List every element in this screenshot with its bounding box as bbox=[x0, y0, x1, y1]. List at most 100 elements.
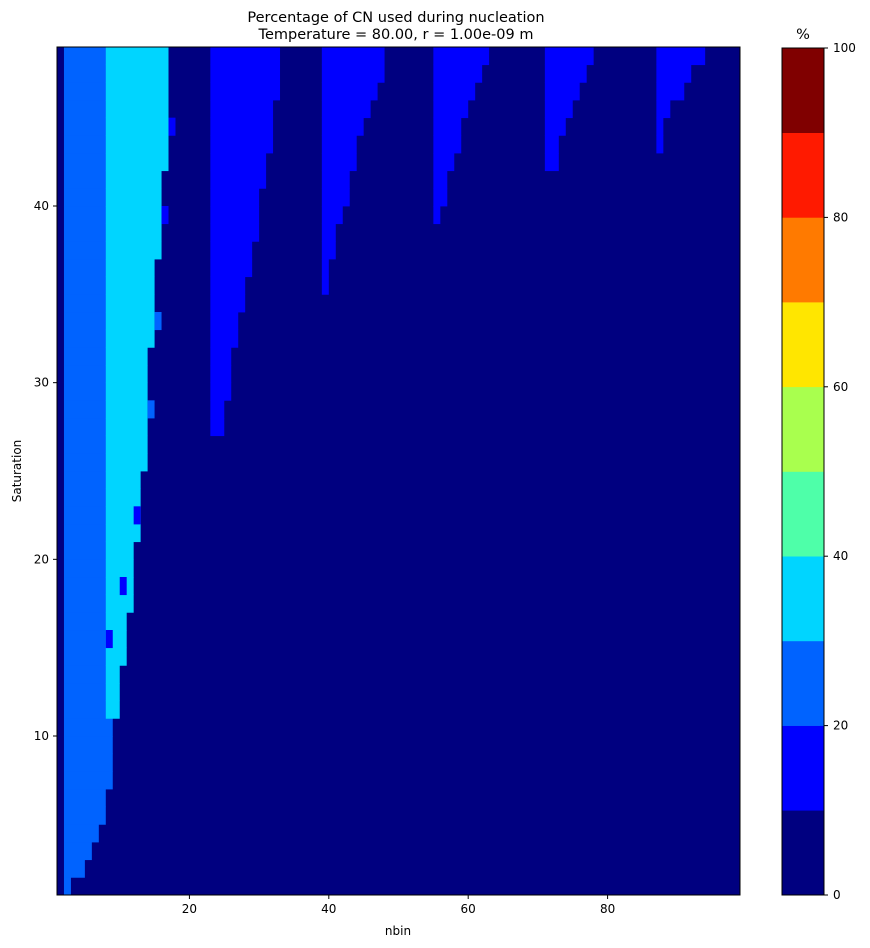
heatmap-cell-band-2 bbox=[210, 206, 260, 225]
chart-subtitle: Temperature = 80.00, r = 1.00e-09 m bbox=[258, 27, 534, 43]
heatmap-cell-band-1 bbox=[105, 506, 141, 525]
heatmap-cell-band-1 bbox=[105, 294, 155, 313]
heatmap-cells bbox=[63, 47, 706, 896]
heatmap-cell-band-0 bbox=[63, 842, 92, 861]
colorbar-segment bbox=[782, 810, 824, 896]
heatmap-cell-band-2 bbox=[210, 259, 253, 278]
heatmap-cell-band-1 bbox=[105, 82, 169, 101]
heatmap-cell-band-2 bbox=[210, 382, 232, 401]
heatmap-cell-band-1 bbox=[105, 665, 120, 684]
colorbar-segment bbox=[782, 48, 824, 133]
heatmap-cell-band-0 bbox=[63, 82, 113, 101]
heatmap-cell-band-1 bbox=[105, 117, 169, 136]
heatmap-cell-band-0 bbox=[63, 612, 113, 631]
heatmap-cell-band-2 bbox=[210, 400, 225, 419]
colorbar-segment bbox=[782, 217, 824, 303]
heatmap-cell-band-0 bbox=[63, 259, 113, 278]
heatmap-cell-band-0 bbox=[63, 753, 113, 772]
heatmap-cell-band-2 bbox=[210, 47, 281, 66]
heatmap-cell-band-1 bbox=[105, 418, 148, 437]
heatmap-cell-band-0 bbox=[63, 347, 113, 366]
y-tick-label: 10 bbox=[34, 729, 49, 743]
heatmap-cell-band-1 bbox=[105, 683, 120, 702]
heatmap-cell-band-4 bbox=[433, 206, 441, 225]
heatmap-cell-band-3 bbox=[321, 153, 357, 172]
heatmap-cell-band-0 bbox=[63, 47, 113, 66]
heatmap-cell-band-4 bbox=[433, 47, 490, 66]
heatmap-cell-band-0 bbox=[63, 64, 113, 83]
heatmap-cell-band-1 bbox=[105, 488, 141, 507]
y-tick-label: 40 bbox=[34, 199, 49, 213]
heatmap-cell-band-2 bbox=[210, 329, 239, 348]
heatmap-area bbox=[56, 46, 741, 896]
heatmap-cell-band-1 bbox=[105, 135, 169, 154]
colorbar-segment bbox=[782, 556, 824, 642]
heatmap-cell-band-0 bbox=[63, 435, 113, 454]
heatmap-cell-band-6 bbox=[656, 64, 692, 83]
heatmap-cell-band-1 bbox=[105, 276, 155, 295]
heatmap-cell-band-5 bbox=[544, 135, 559, 154]
colorbar-segment bbox=[782, 725, 824, 811]
heatmap-cell-band-1 bbox=[105, 559, 134, 578]
colorbar-tick-label: 0 bbox=[833, 888, 841, 902]
heatmap-cell-band-2 bbox=[210, 365, 232, 384]
heatmap-cell-band-2 bbox=[210, 347, 232, 366]
heatmap-cell-band-2 bbox=[210, 223, 260, 242]
y-axis-label: Saturation bbox=[10, 440, 24, 503]
heatmap-cell-band-4 bbox=[433, 100, 469, 119]
heatmap-cell-band-3 bbox=[321, 117, 364, 136]
heatmap-cell-band-0 bbox=[63, 135, 113, 154]
heatmap-cell-band-1 bbox=[105, 47, 169, 66]
heatmap-cell-band-3 bbox=[321, 259, 329, 278]
heatmap-cell-band-5 bbox=[544, 47, 594, 66]
heatmap-cell-band-1 bbox=[105, 471, 141, 490]
heatmap-cell-band-0 bbox=[63, 170, 113, 189]
y-axis: 10 20 30 40 bbox=[34, 199, 57, 743]
heatmap-cell-band-1 bbox=[105, 188, 162, 207]
heatmap-cell-band-3 bbox=[321, 223, 336, 242]
heatmap-cell-band-1 bbox=[105, 382, 148, 401]
heatmap-cell-band-2 bbox=[210, 276, 246, 295]
heatmap-cell-band-4 bbox=[433, 135, 462, 154]
heatmap-cell-band-5 bbox=[544, 82, 580, 101]
heatmap-cell-band-5 bbox=[544, 153, 559, 172]
heatmap-cell-band-3 bbox=[321, 135, 357, 154]
heatmap-cell-band-3 bbox=[321, 188, 350, 207]
heatmap-cell-band-3 bbox=[321, 47, 385, 66]
x-axis: 20 40 60 80 bbox=[182, 895, 615, 916]
colorbar-tick-label: 100 bbox=[833, 41, 856, 55]
heatmap-cell-band-1 bbox=[105, 365, 148, 384]
heatmap-cell-band-1 bbox=[105, 524, 141, 543]
heatmap-cell-band-1 bbox=[105, 153, 169, 172]
heatmap-cell-band-4 bbox=[433, 117, 462, 136]
heatmap-cell-band-3 bbox=[321, 170, 350, 189]
heatmap-cell-band-0 bbox=[63, 718, 113, 737]
heatmap-cell-band-0 bbox=[63, 312, 113, 331]
heatmap-cell-band-2 bbox=[210, 82, 281, 101]
colorbar-segment bbox=[782, 302, 824, 388]
heatmap-cell-band-1 bbox=[105, 647, 127, 666]
heatmap-cell-band-6 bbox=[656, 117, 664, 136]
chart-title: Percentage of CN used during nucleation bbox=[247, 10, 544, 26]
heatmap-cell-band-2 bbox=[210, 241, 253, 260]
heatmap-cell-step bbox=[168, 117, 176, 136]
heatmap-cell-step bbox=[105, 630, 113, 649]
colorbar-frame bbox=[781, 47, 825, 896]
heatmap-cell-band-0 bbox=[63, 100, 113, 119]
heatmap-cell-band-0 bbox=[63, 683, 113, 702]
heatmap-cell-band-4 bbox=[433, 153, 455, 172]
heatmap-cell-band-0 bbox=[63, 117, 113, 136]
heatmap-cell-band-6 bbox=[656, 47, 706, 66]
heatmap-cell-band-3 bbox=[321, 241, 336, 260]
heatmap-cell-band-2 bbox=[210, 100, 274, 119]
heatmap-cell-band-3 bbox=[321, 206, 343, 225]
heatmap-cell-band-3 bbox=[321, 64, 385, 83]
plot-frame bbox=[56, 46, 741, 896]
heatmap-cell-band-0 bbox=[63, 153, 113, 172]
heatmap-cell-band-4 bbox=[433, 82, 476, 101]
x-tick-label: 20 bbox=[182, 902, 197, 916]
heatmap-cell-band-0 bbox=[63, 541, 113, 560]
heatmap-cell-step bbox=[161, 206, 169, 225]
y-tick-label: 20 bbox=[34, 552, 49, 566]
heatmap-cell-band-1 bbox=[105, 453, 148, 472]
